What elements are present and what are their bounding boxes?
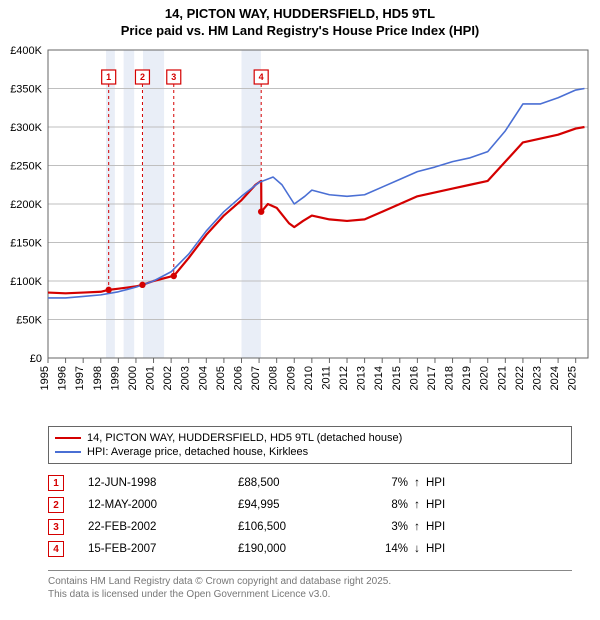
arrow-icon: ↓	[408, 543, 426, 555]
sale-hpi-tag: HPI	[426, 543, 466, 555]
title-line-1: 14, PICTON WAY, HUDDERSFIELD, HD5 9TL	[10, 6, 590, 21]
chart-svg: £0 £50K £100K £150K £200K £250K £300K £350K £400…	[0, 40, 600, 420]
legend: 14, PICTON WAY, HUDDERSFIELD, HD5 9TL (d…	[48, 426, 572, 464]
legend-item: HPI: Average price, detached house, Kirk…	[55, 445, 565, 459]
svg-text:2: 2	[140, 72, 145, 82]
sale-pct: 8%	[348, 499, 408, 511]
legend-swatch	[55, 437, 81, 439]
svg-text:2019: 2019	[461, 366, 473, 390]
svg-text:£100K: £100K	[10, 276, 42, 288]
svg-text:2002: 2002	[162, 366, 174, 390]
chart-title: 14, PICTON WAY, HUDDERSFIELD, HD5 9TL Pr…	[0, 0, 600, 40]
svg-text:1: 1	[106, 72, 111, 82]
svg-text:1997: 1997	[74, 366, 86, 390]
sale-marker-icon: 1	[48, 475, 64, 491]
svg-text:1996: 1996	[57, 366, 69, 390]
sale-date: 12-JUN-1998	[88, 477, 238, 489]
svg-text:2008: 2008	[268, 366, 280, 390]
svg-text:2010: 2010	[303, 366, 315, 390]
svg-text:1999: 1999	[109, 366, 121, 390]
svg-text:1998: 1998	[92, 366, 104, 390]
arrow-icon: ↑	[408, 521, 426, 533]
sale-date: 12-MAY-2000	[88, 499, 238, 511]
sale-row: 1 12-JUN-1998£88,5007%↑HPI	[48, 472, 572, 494]
sales-table: 112-JUN-1998£88,5007%↑HPI212-MAY-2000£94…	[48, 472, 572, 560]
arrow-icon: ↑	[408, 499, 426, 511]
sale-pct: 14%	[348, 543, 408, 555]
sale-hpi-tag: HPI	[426, 477, 466, 489]
svg-text:£300K: £300K	[10, 122, 42, 134]
svg-text:2013: 2013	[356, 366, 368, 390]
svg-text:4: 4	[259, 72, 264, 82]
footer-note: Contains HM Land Registry data © Crown c…	[48, 570, 572, 601]
svg-text:2020: 2020	[479, 366, 491, 390]
sale-date: 22-FEB-2002	[88, 521, 238, 533]
svg-text:2011: 2011	[320, 366, 332, 390]
svg-text:2003: 2003	[180, 366, 192, 390]
svg-text:£350K: £350K	[10, 84, 42, 96]
sale-row: 4 15-FEB-2007£190,00014%↓HPI	[48, 538, 572, 560]
sale-price: £88,500	[238, 477, 348, 489]
svg-text:£200K: £200K	[10, 199, 42, 211]
legend-item: 14, PICTON WAY, HUDDERSFIELD, HD5 9TL (d…	[55, 431, 565, 445]
svg-text:2004: 2004	[197, 366, 209, 390]
svg-text:2009: 2009	[285, 366, 297, 390]
sale-price: £94,995	[238, 499, 348, 511]
svg-text:2021: 2021	[496, 366, 508, 390]
sale-hpi-tag: HPI	[426, 521, 466, 533]
svg-text:2016: 2016	[408, 366, 420, 390]
sale-hpi-tag: HPI	[426, 499, 466, 511]
svg-text:3: 3	[171, 72, 176, 82]
sale-row: 2 12-MAY-2000£94,9958%↑HPI	[48, 494, 572, 516]
sale-pct: 3%	[348, 521, 408, 533]
sale-row: 3 22-FEB-2002£106,5003%↑HPI	[48, 516, 572, 538]
legend-swatch	[55, 451, 81, 453]
svg-text:2006: 2006	[232, 366, 244, 390]
sale-marker-icon: 4	[48, 541, 64, 557]
svg-text:2007: 2007	[250, 366, 262, 390]
svg-text:2023: 2023	[532, 366, 544, 390]
svg-text:£400K: £400K	[10, 45, 42, 57]
svg-text:2022: 2022	[514, 366, 526, 390]
svg-text:£150K: £150K	[10, 238, 42, 250]
arrow-icon: ↑	[408, 477, 426, 489]
svg-text:2025: 2025	[567, 366, 579, 390]
sale-pct: 7%	[348, 477, 408, 489]
sale-price: £106,500	[238, 521, 348, 533]
price-chart: £0 £50K £100K £150K £200K £250K £300K £350K £400…	[0, 40, 600, 420]
svg-text:£50K: £50K	[16, 315, 42, 327]
legend-label: 14, PICTON WAY, HUDDERSFIELD, HD5 9TL (d…	[87, 432, 402, 444]
svg-text:£250K: £250K	[10, 161, 42, 173]
footer-line-1: Contains HM Land Registry data © Crown c…	[48, 575, 572, 588]
sale-marker-icon: 3	[48, 519, 64, 535]
sale-date: 15-FEB-2007	[88, 543, 238, 555]
svg-text:2017: 2017	[426, 366, 438, 390]
title-line-2: Price paid vs. HM Land Registry's House …	[10, 23, 590, 38]
svg-text:2005: 2005	[215, 366, 227, 390]
svg-text:£0: £0	[30, 353, 42, 365]
sale-price: £190,000	[238, 543, 348, 555]
svg-text:2018: 2018	[444, 366, 456, 390]
svg-text:2024: 2024	[549, 366, 561, 390]
svg-text:2014: 2014	[373, 366, 385, 390]
svg-text:2000: 2000	[127, 366, 139, 390]
svg-text:1995: 1995	[39, 366, 51, 390]
legend-label: HPI: Average price, detached house, Kirk…	[87, 446, 308, 458]
svg-text:2001: 2001	[145, 366, 157, 390]
svg-text:2015: 2015	[391, 366, 403, 390]
sale-marker-icon: 2	[48, 497, 64, 513]
svg-text:2012: 2012	[338, 366, 350, 390]
footer-line-2: This data is licensed under the Open Gov…	[48, 588, 572, 601]
